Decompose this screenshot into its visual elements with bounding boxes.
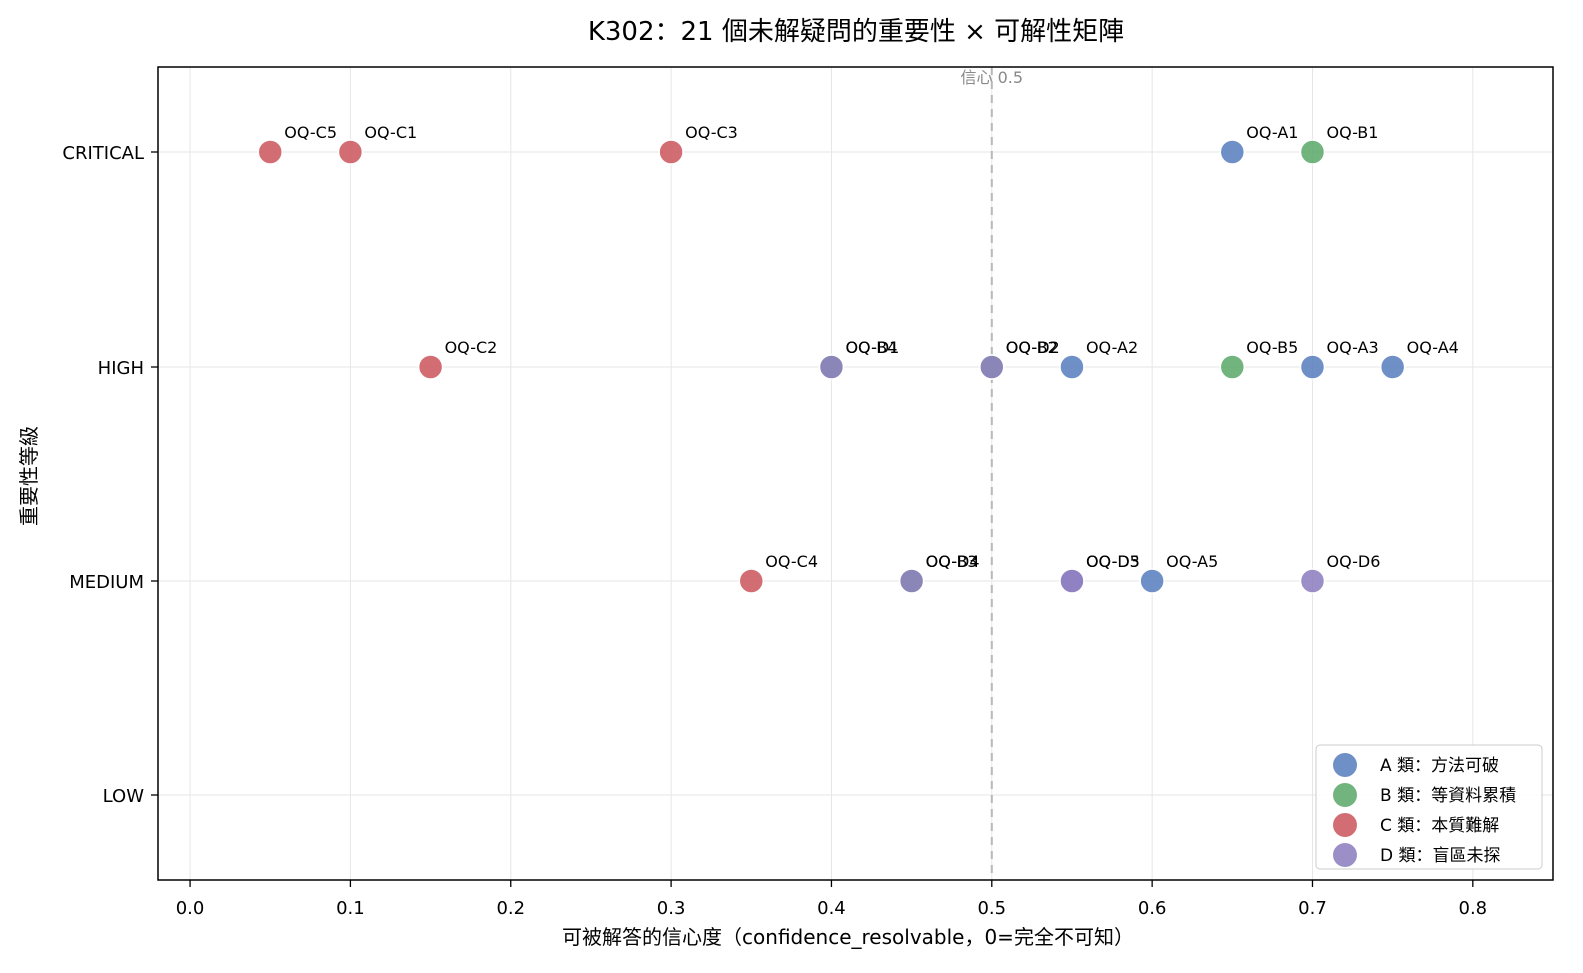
x-tick-label: 0.0 (176, 898, 205, 919)
legend-marker (1333, 753, 1357, 777)
data-point (337, 139, 364, 165)
x-tick-label: 0.8 (1459, 898, 1488, 919)
data-point-label: OQ-C4 (765, 552, 818, 571)
data-point-label: OQ-B3 (926, 552, 978, 571)
chart-title: K302：21 個未解疑問的重要性 × 可解性矩陣 (588, 17, 1124, 47)
plot-area (157, 66, 1554, 881)
data-point (1139, 568, 1165, 594)
data-point (818, 354, 845, 380)
data-point (1219, 354, 1246, 380)
y-axis-ticks: LOW MEDIUM HIGH CRITICAL (62, 143, 158, 807)
data-point (738, 568, 765, 594)
x-tick-label: 0.5 (977, 898, 1006, 919)
data-point (898, 568, 925, 594)
data-point (1299, 354, 1326, 380)
legend-marker (1333, 813, 1357, 837)
data-point-label: OQ-B1 (1326, 123, 1378, 142)
data-point-label: OQ-D1 (845, 338, 899, 357)
legend-label: C 類：本質難解 (1380, 816, 1499, 836)
data-points (257, 139, 1406, 594)
data-point (1219, 139, 1246, 165)
data-point (658, 139, 684, 165)
legend-label: B 類：等資料累積 (1380, 786, 1516, 806)
legend-marker (1333, 783, 1357, 807)
legend-box (1315, 744, 1543, 870)
x-tick-label: 0.1 (336, 898, 365, 919)
data-point (1299, 139, 1326, 165)
x-tick-label: 0.7 (1298, 898, 1327, 919)
data-point-label: OQ-A4 (1407, 338, 1459, 357)
legend-label: D 類：盲區未探 (1380, 846, 1501, 866)
data-point-label: OQ-B2 (1006, 338, 1058, 357)
data-point-label: OQ-A2 (1086, 338, 1138, 357)
data-point (1379, 354, 1406, 380)
data-point-label: OQ-C5 (284, 123, 337, 142)
data-point (1299, 568, 1326, 594)
x-tick-label: 0.2 (496, 898, 525, 919)
x-tick-label: 0.6 (1138, 898, 1167, 919)
legend: A 類：方法可破 B 類：等資料累積 C 類：本質難解 D 類：盲區未探 (1315, 744, 1543, 870)
x-axis-ticks: 0.0 0.1 0.2 0.3 0.4 0.5 0.6 0.7 0.8 (176, 880, 1487, 919)
data-point (1059, 568, 1085, 594)
data-point-label: OQ-D4 (926, 552, 980, 571)
data-point-label: OQ-C2 (445, 338, 498, 357)
data-point-label: OQ-C3 (685, 123, 738, 142)
data-point-label: OQ-B4 (845, 338, 897, 357)
data-point-label: OQ-D6 (1326, 552, 1380, 571)
legend-marker (1333, 843, 1357, 867)
y-tick-label: MEDIUM (69, 572, 144, 593)
data-point-label: OQ-B5 (1246, 338, 1298, 357)
legend-label: A 類：方法可破 (1380, 756, 1499, 776)
y-tick-label: CRITICAL (62, 143, 144, 164)
data-point-label: OQ-D5 (1086, 552, 1140, 571)
x-axis-label: 可被解答的信心度（confidence_resolvable，0=完全不可知） (562, 925, 1134, 949)
x-tick-label: 0.3 (657, 898, 686, 919)
data-point-label: OQ-A1 (1246, 123, 1298, 142)
data-point (257, 139, 283, 165)
data-point (417, 354, 444, 380)
x-tick-label: 0.4 (817, 898, 846, 919)
y-tick-label: HIGH (98, 358, 144, 379)
y-axis-label: 重要性等級 (17, 426, 41, 526)
data-point-label: OQ-C1 (364, 123, 417, 142)
data-point-label: OQ-A3 (1326, 338, 1378, 357)
data-point-label: OQ-D3 (1086, 552, 1140, 571)
data-point-label: OQ-D2 (1006, 338, 1060, 357)
reference-line-label: 信心 0.5 (961, 68, 1024, 87)
y-tick-label: LOW (103, 786, 145, 807)
point-labels: OQ-A1 OQ-A2 OQ-A3 OQ-A4 OQ-A5 OQ-B1 OQ-B2 OQ-B3… (284, 123, 1459, 571)
data-point-label: OQ-A5 (1166, 552, 1218, 571)
data-point (979, 354, 1005, 380)
data-point (1059, 354, 1085, 380)
